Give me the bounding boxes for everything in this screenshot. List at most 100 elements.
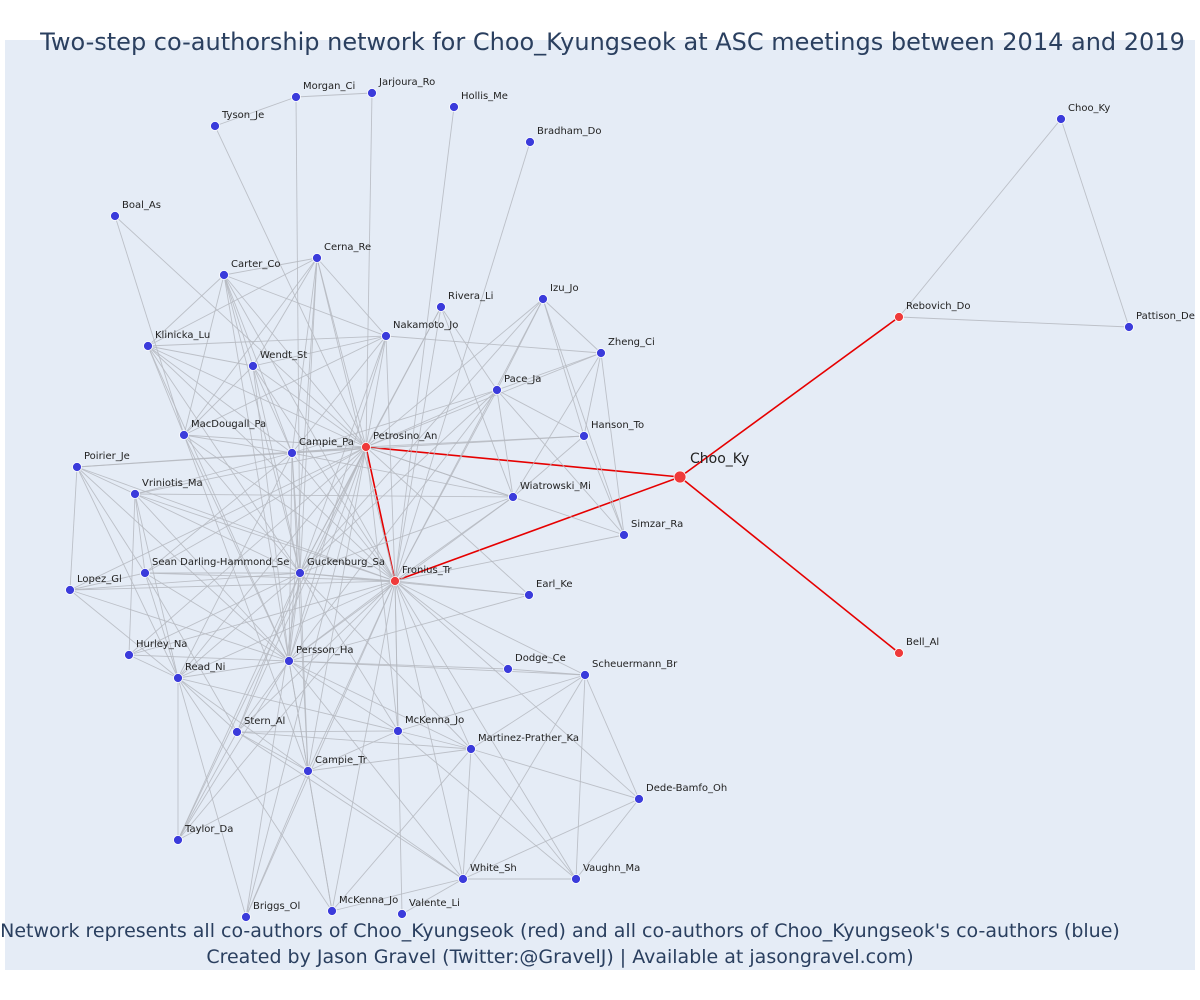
node-Fronius_Tr[interactable] [390,576,400,586]
edge-Vriniotis_Ma-Guckenburg_Sa [134,493,301,574]
node-Petrosino_An[interactable] [361,442,371,452]
node-Carter_Co[interactable] [219,270,229,280]
edge-Zheng_Ci-Pace_Ja [496,352,602,391]
node-Pattison_De[interactable] [1124,322,1134,332]
edge-Cerna_Re-Wendt_St [252,257,318,367]
edge-Fronius_Tr-Lopez_Gl [69,580,396,591]
edge-Fronius_Tr-Wendt_St [252,365,396,582]
edge-Klinicka_Lu-Wendt_St [147,345,254,367]
node-label-Taylor_Da: Taylor_Da [184,824,233,835]
edge-Wendt_St-Guckenburg_Sa [252,365,301,574]
edge-Lopez_Gl-Read_Ni [69,589,179,679]
node-Bell_Al[interactable] [894,648,904,658]
node-Campie_Pa[interactable] [287,448,297,458]
node-Stern_Al[interactable] [232,727,242,737]
node-Rebovich_Do[interactable] [894,312,904,322]
edge-Read_Ni-Briggs_Ol [177,677,247,918]
caption-line-2: Created by Jason Gravel (Twitter:@Gravel… [206,946,914,968]
node-Taylor_Da[interactable] [173,835,183,845]
edge-Petrosino_An-Fronius_Tr [365,446,396,582]
node-Zheng_Ci[interactable] [596,348,606,358]
edge-Klinicka_Lu-Guckenburg_Sa [147,345,301,574]
edge-Morgan_Ci-Jarjoura_Ro [295,92,373,98]
node-label-Izu_Jo: Izu_Jo [550,283,579,294]
node-label-Zheng_Ci: Zheng_Ci [608,337,655,348]
edge-Stern_Al-Campie_Tr [236,731,309,772]
node-Pace_Ja[interactable] [492,385,502,395]
node-Briggs_Ol[interactable] [241,912,251,922]
edge-Wendt_St-Campie_Pa [252,365,293,454]
node-Klinicka_Lu[interactable] [143,341,153,351]
node-Read_Ni[interactable] [173,673,183,683]
node-label-Wendt_St: Wendt_St [260,350,307,361]
node-Choo_Ky2[interactable] [1056,114,1066,124]
node-Morgan_Ci[interactable] [291,92,301,102]
edge-Pace_Ja-Wiatrowski_Mi [496,389,514,498]
node-Vriniotis_Ma[interactable] [130,489,140,499]
edge-Vriniotis_Ma-Hurley_Na [128,493,136,656]
node-Hurley_Na[interactable] [124,650,134,660]
edge-Persson_Ha-White_Sh [288,660,464,880]
edge-Fronius_Tr-Sean_Darling [144,572,396,582]
edge-Carter_Co-Persson_Ha [223,274,290,662]
node-label-Hanson_To: Hanson_To [591,420,644,431]
edge-Fronius_Tr-Martinez_Prather [394,580,472,750]
node-MacDougall_Pa[interactable] [179,430,189,440]
edge-Guckenburg_Sa-Stern_Al [236,572,301,733]
node-Tyson_Je[interactable] [210,121,220,131]
edge-Klinicka_Lu-Persson_Ha [147,345,290,662]
edge-Hurley_Na-Persson_Ha [128,654,290,662]
node-Guckenburg_Sa[interactable] [295,568,305,578]
edge-Fronius_Tr-Klinicka_Lu [147,345,396,582]
node-Wiatrowski_Mi[interactable] [508,492,518,502]
node-McKenna_Jo2[interactable] [327,906,337,916]
node-Dede_Bamfo[interactable] [634,794,644,804]
node-Boal_As[interactable] [110,211,120,221]
node-Valente_Li[interactable] [397,909,407,919]
node-Sean_Darling[interactable] [140,568,150,578]
node-Poirier_Je[interactable] [72,462,82,472]
edge-Fronius_Tr-Vriniotis_Ma [134,493,396,582]
node-Vaughn_Ma[interactable] [571,874,581,884]
edge-Petrosino_An-Simzar_Ra [365,446,625,536]
node-Persson_Ha[interactable] [284,656,294,666]
node-Martinez_Prather[interactable] [466,744,476,754]
edge-Wiatrowski_Mi-Guckenburg_Sa [299,496,514,574]
node-White_Sh[interactable] [458,874,468,884]
node-Lopez_Gl[interactable] [65,585,75,595]
node-Hanson_To[interactable] [579,431,589,441]
node-Dodge_Ce[interactable] [503,664,513,674]
node-Izu_Jo[interactable] [538,294,548,304]
node-Campie_Tr[interactable] [303,766,313,776]
node-Rivera_Li[interactable] [436,302,446,312]
node-label-Dede_Bamfo: Dede-Bamfo_Oh [646,783,727,794]
edge-Cerna_Re-MacDougall_Pa [183,257,318,436]
edge-Petrosino_An-Lopez_Gl [69,446,367,591]
edge-Fronius_Tr-Pace_Ja [394,389,498,582]
node-label-Jarjoura_Ro: Jarjoura_Ro [378,77,435,88]
edge-Vriniotis_Ma-Persson_Ha [134,493,290,662]
node-Bradham_Do[interactable] [525,137,535,147]
node-Scheuermann_Br[interactable] [580,670,590,680]
edge-Martinez_Prather-White_Sh [462,748,472,880]
node-Earl_Ke[interactable] [524,590,534,600]
node-Wendt_St[interactable] [248,361,258,371]
node-Choo_Ky[interactable] [673,470,687,484]
node-Jarjoura_Ro[interactable] [367,88,377,98]
node-label-Read_Ni: Read_Ni [185,662,225,673]
node-Simzar_Ra[interactable] [619,530,629,540]
edge-Zheng_Ci-Wiatrowski_Mi [512,352,602,498]
edge-Martinez_Prather-Dede_Bamfo [470,748,640,800]
node-Nakamoto_Jo[interactable] [381,331,391,341]
node-label-Dodge_Ce: Dodge_Ce [515,653,566,664]
edge-Guckenburg_Sa-Read_Ni [177,572,301,679]
nodes-layer[interactable] [65,88,1134,922]
node-Hollis_Me[interactable] [449,102,459,112]
edge-Scheuermann_Br-Dede_Bamfo [584,674,640,800]
node-Cerna_Re[interactable] [312,253,322,263]
node-McKenna_Jo1[interactable] [393,726,403,736]
edge-Fronius_Tr-Vaughn_Ma [394,580,577,880]
node-label-Nakamoto_Jo: Nakamoto_Jo [393,320,458,331]
edge-Stern_Al-White_Sh [236,731,464,880]
